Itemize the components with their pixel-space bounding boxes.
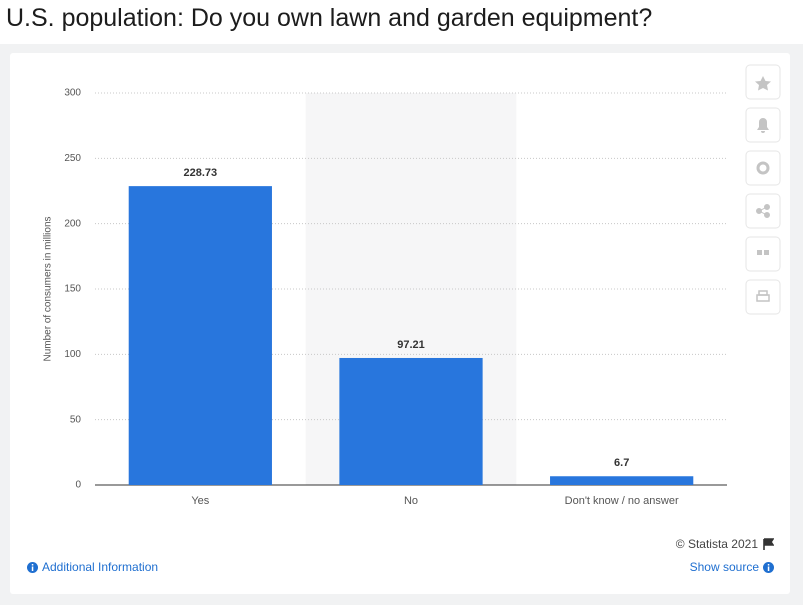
info-icon (763, 561, 774, 573)
show-source[interactable]: Show source (690, 560, 774, 574)
bar (339, 357, 483, 485)
additional-info[interactable]: Additional Information (27, 560, 158, 574)
side-buttons (745, 64, 781, 315)
copyright-text: © Statista 2021 (675, 537, 758, 551)
x-tick-label: Don't know / no answer (565, 495, 679, 507)
print-icon (756, 290, 770, 302)
frame: 0 50 100 150 200 250 300 Number of consumers in… (0, 44, 803, 605)
settings-button[interactable] (745, 150, 781, 186)
bar (128, 186, 272, 485)
x-tick-label: Yes (191, 495, 209, 507)
chart-title: U.S. population: Do you own lawn and gar… (6, 4, 653, 32)
y-tick-label: 100 (64, 349, 81, 360)
cite-button[interactable] (745, 236, 781, 272)
data-label: 228.73 (184, 167, 218, 179)
card: 0 50 100 150 200 250 300 Number of consumers in… (10, 53, 790, 594)
y-tick-label: 50 (70, 414, 82, 425)
flag-icon (763, 538, 774, 550)
additional-info-text: Additional Information (42, 560, 159, 574)
info-icon (27, 561, 38, 573)
y-tick-label: 0 (75, 480, 81, 491)
show-source-text: Show source (689, 560, 759, 574)
quote-icon (757, 250, 769, 255)
data-label: 97.21 (397, 339, 425, 351)
print-button[interactable] (745, 279, 781, 315)
bar (550, 476, 694, 485)
x-tick-label: No (404, 495, 418, 507)
bell-icon (757, 118, 769, 133)
y-tick-label: 250 (64, 153, 81, 164)
share-icon (756, 204, 770, 218)
y-axis-label: Number of consumers in millions (43, 216, 54, 361)
star-icon (755, 76, 771, 91)
y-tick-label: 200 (64, 218, 81, 229)
copyright: © Statista 2021 (676, 537, 774, 551)
gear-icon (756, 161, 770, 175)
share-button[interactable] (745, 193, 781, 229)
y-tick-label: 150 (64, 284, 81, 295)
chart: 0 50 100 150 200 250 300 Number of consumers in… (43, 64, 781, 507)
data-label: 6.7 (614, 457, 629, 469)
y-tick-label: 300 (64, 88, 81, 99)
